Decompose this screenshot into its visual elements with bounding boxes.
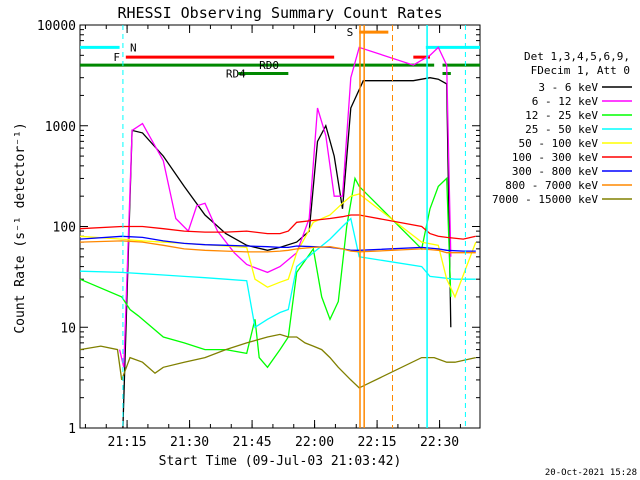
x-tick-label: 22:30 bbox=[420, 435, 459, 450]
x-tick-label: 21:15 bbox=[108, 435, 147, 450]
series-group bbox=[79, 46, 477, 429]
y-tick-label: 100 bbox=[53, 221, 76, 236]
y-tick-label: 10000 bbox=[37, 19, 76, 34]
legend-entry-label: 100 - 300 keV bbox=[512, 151, 598, 164]
y-axis-label: Count Rate (s⁻¹ detector⁻¹) bbox=[13, 122, 28, 333]
y-tick-label: 1000 bbox=[45, 120, 76, 135]
x-tick-label: 22:15 bbox=[358, 435, 397, 450]
series-line bbox=[79, 333, 476, 389]
series-line bbox=[118, 46, 452, 368]
legend-entry-label: 7000 - 15000 keV bbox=[492, 193, 598, 206]
series-line bbox=[79, 235, 476, 252]
attenuator-lines bbox=[122, 25, 466, 428]
flag-label-rd0: RD0 bbox=[259, 59, 279, 72]
x-axis-label: Start Time (09-Jul-03 21:03:42) bbox=[159, 454, 402, 469]
series-line bbox=[122, 77, 452, 429]
legend-entry-label: 300 - 800 keV bbox=[512, 165, 598, 178]
series-line bbox=[79, 193, 477, 299]
legend-entry-label: 3 - 6 keV bbox=[538, 81, 598, 94]
flag-label-n: N bbox=[130, 41, 137, 54]
legend-entry-label: 12 - 25 keV bbox=[525, 109, 598, 122]
flag-label-rd4: RD4 bbox=[226, 68, 246, 81]
y-tick-label: 10 bbox=[60, 321, 76, 336]
chart-title: RHESSI Observing Summary Count Rates bbox=[117, 4, 442, 22]
legend: Det 1,3,4,5,6,9,FDecim 1, Att 0 3 - 6 keV… bbox=[492, 50, 632, 206]
flag-label-f: F bbox=[113, 51, 120, 64]
legend-header: FDecim 1, Att 0 bbox=[531, 64, 630, 77]
legend-entry-label: 25 - 50 keV bbox=[525, 123, 598, 136]
legend-entry-label: 50 - 100 keV bbox=[519, 137, 599, 150]
flag-bars: NF RD0 RD4 S bbox=[80, 26, 480, 81]
flag-label-s: S bbox=[347, 26, 354, 39]
timestamp: 20-Oct-2021 15:28 bbox=[545, 468, 637, 478]
x-tick-label: 21:45 bbox=[233, 435, 272, 450]
legend-entry-label: 800 - 7000 keV bbox=[505, 179, 598, 192]
x-tick-label: 21:30 bbox=[170, 435, 209, 450]
x-tick-label: 22:00 bbox=[295, 435, 334, 450]
x-axis: 21:15 21:30 21:45 22:00 22:15 22:30 bbox=[84, 25, 461, 450]
y-tick-label: 1 bbox=[68, 422, 76, 437]
series-line bbox=[79, 217, 476, 329]
legend-header: Det 1,3,4,5,6,9, bbox=[524, 50, 630, 63]
legend-entry-label: 6 - 12 keV bbox=[532, 95, 599, 108]
series-line bbox=[79, 214, 476, 240]
series-line bbox=[79, 240, 476, 254]
